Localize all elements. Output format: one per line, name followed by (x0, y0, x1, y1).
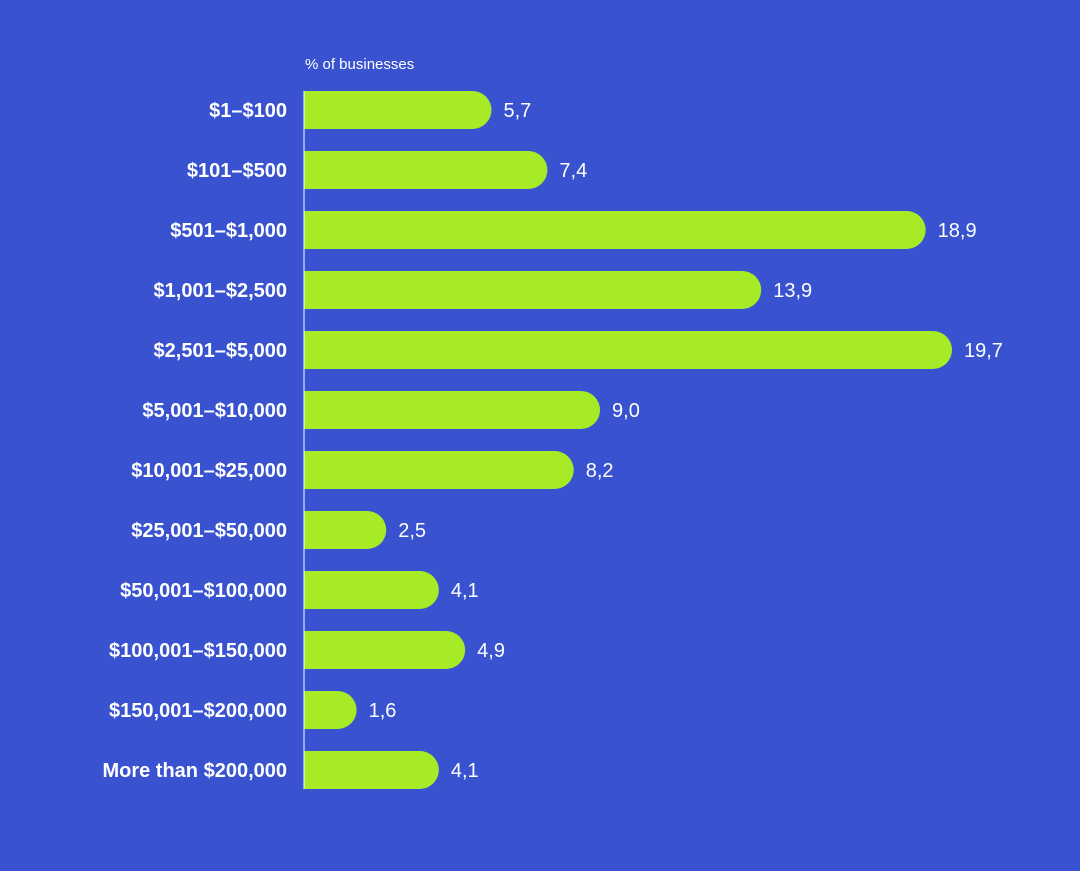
category-label: $501–$1,000 (170, 220, 287, 242)
bar (304, 571, 439, 609)
value-label: 7,4 (559, 160, 587, 182)
value-label: 5,7 (503, 100, 531, 122)
value-label: 2,5 (398, 520, 426, 542)
category-label: $25,001–$50,000 (131, 520, 287, 542)
bar (304, 511, 387, 549)
bar (304, 631, 466, 669)
value-label: 9,0 (612, 400, 640, 422)
category-label: $10,001–$25,000 (131, 460, 287, 482)
value-label: 13,9 (773, 280, 812, 302)
category-label: $150,001–$200,000 (109, 700, 287, 722)
unit-label: % of businesses (305, 56, 414, 73)
bar (304, 331, 952, 369)
value-label: 8,2 (586, 460, 614, 482)
category-label: $100,001–$150,000 (109, 640, 287, 662)
bar (304, 91, 492, 129)
category-label: $2,501–$5,000 (154, 340, 287, 362)
bar (304, 451, 574, 489)
category-label: $1,001–$2,500 (154, 280, 287, 302)
category-labels-group: $1–$100 $101–$500 $501–$1,000 $1,001–$2,500… (102, 100, 287, 782)
value-label: 1,6 (369, 700, 397, 722)
category-label: More than $200,000 (102, 760, 287, 782)
bar (304, 391, 601, 429)
value-label: 4,1 (451, 760, 479, 782)
bar (304, 691, 357, 729)
value-label: 4,1 (451, 580, 479, 602)
bars-group (304, 91, 952, 789)
category-label: $1–$100 (209, 100, 287, 122)
bar (304, 211, 926, 249)
value-label: 19,7 (964, 340, 1003, 362)
bar (304, 151, 548, 189)
value-labels-group: 5,7 7,4 18,9 13,9 19,7 9,0 8,2 2,5 4,1 4,9 1,6 4,1 (369, 100, 1003, 782)
bar (304, 751, 439, 789)
value-label: 4,9 (477, 640, 505, 662)
bar (304, 271, 762, 309)
value-label: 18,9 (938, 220, 977, 242)
category-label: $101–$500 (187, 160, 287, 182)
category-label: $5,001–$10,000 (142, 400, 287, 422)
category-label: $50,001–$100,000 (120, 580, 287, 602)
